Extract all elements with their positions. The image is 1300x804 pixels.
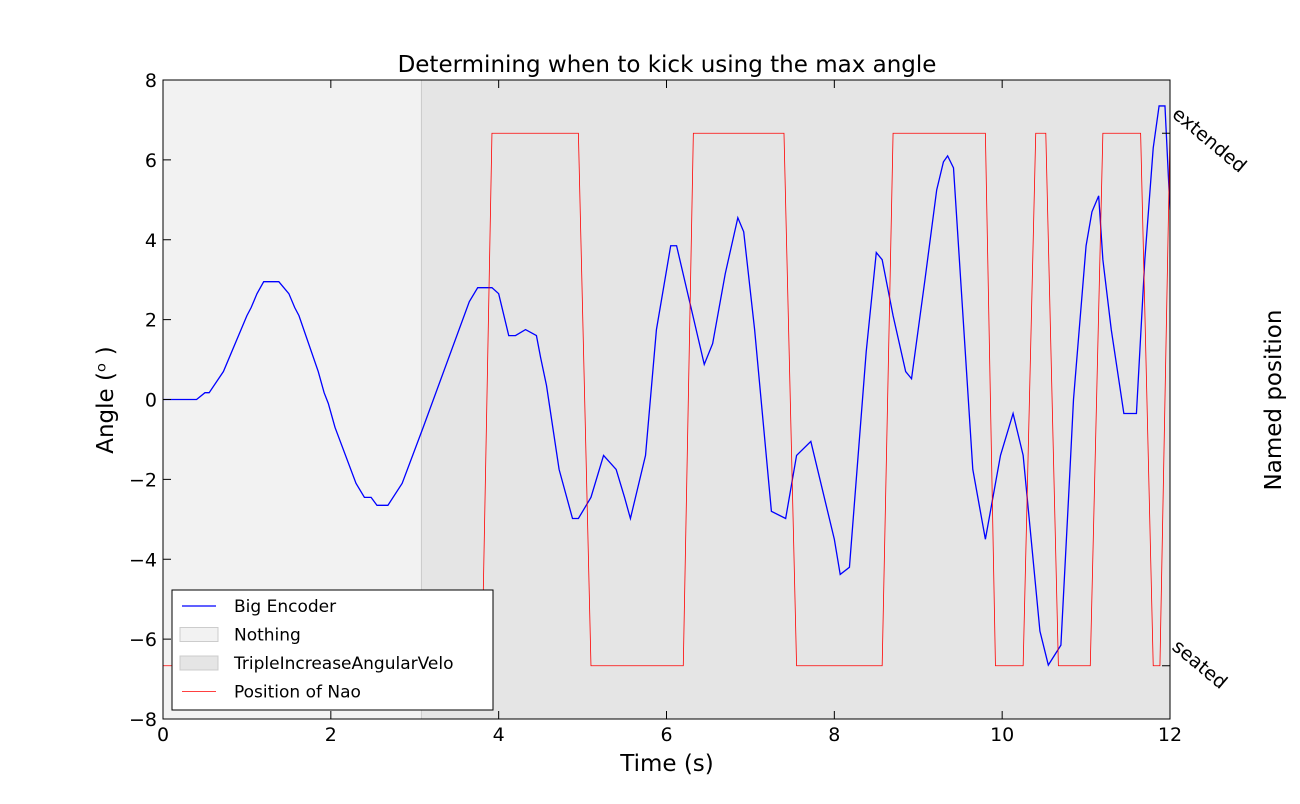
y2-tick-label: seated bbox=[1168, 635, 1232, 693]
legend-box bbox=[171, 589, 494, 711]
y-tick-label: 0 bbox=[145, 390, 157, 412]
x-tick-label: 12 bbox=[1158, 724, 1182, 746]
x-axis-label: Time (s) bbox=[619, 751, 714, 777]
legend-swatch bbox=[179, 655, 219, 671]
y2-tick-label: extended bbox=[1168, 103, 1251, 177]
x-tick-label: 0 bbox=[157, 724, 169, 746]
data-line bbox=[163, 105, 1170, 667]
y-tick-label: 8 bbox=[145, 70, 157, 92]
legend-label: TripleIncreaseAngularVelo bbox=[233, 654, 454, 674]
chart-title: Determining when to kick using the max a… bbox=[398, 52, 937, 78]
x-tick-label: 6 bbox=[660, 724, 672, 746]
legend-swatch bbox=[179, 627, 219, 642]
y-tick-label: 4 bbox=[145, 230, 157, 252]
y-tick-label: −6 bbox=[129, 629, 157, 651]
y2-axis-label: Named position bbox=[1261, 310, 1287, 491]
x-tick-label: 2 bbox=[325, 724, 337, 746]
y-tick-label: −2 bbox=[129, 469, 157, 491]
legend-label: Position of Nao bbox=[234, 683, 361, 703]
legend-label: Big Encoder bbox=[234, 597, 336, 617]
x-tick-label: 4 bbox=[493, 724, 505, 746]
y-tick-label: 6 bbox=[145, 150, 157, 172]
data-line bbox=[163, 132, 1170, 667]
x-tick-label: 10 bbox=[990, 724, 1014, 746]
legend-label: Nothing bbox=[234, 626, 301, 646]
y-tick-label: −4 bbox=[129, 549, 157, 571]
y-tick-label: 2 bbox=[145, 310, 157, 332]
y-tick-label: −8 bbox=[129, 709, 157, 731]
y-axis-label: Angle (ᵒ ) bbox=[93, 346, 119, 454]
span bbox=[420, 79, 1171, 720]
legend: Big Encoder Nothing TripleIncreaseAngularV… bbox=[171, 589, 494, 711]
x-tick-label: 8 bbox=[828, 724, 840, 746]
